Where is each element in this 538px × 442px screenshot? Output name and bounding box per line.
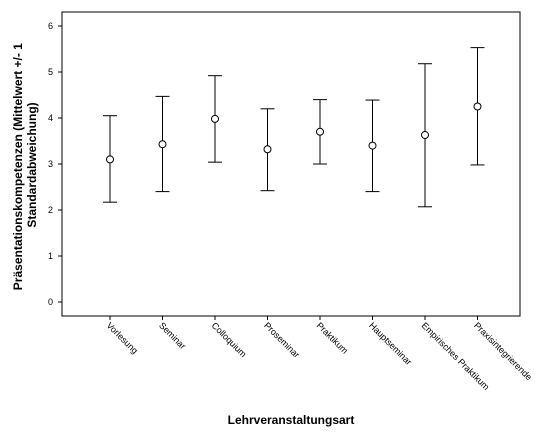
mean-marker — [263, 145, 272, 154]
error-bar — [418, 63, 432, 208]
mean-marker — [421, 131, 429, 140]
y-tick-label: 6 — [48, 21, 53, 31]
plot-frame — [61, 11, 521, 317]
error-bar — [155, 95, 170, 193]
y-tick-label: 2 — [48, 205, 53, 215]
y-tick-label: 5 — [48, 67, 53, 77]
error-bar — [470, 47, 485, 166]
x-tick-label: Hauptseminar — [367, 320, 414, 367]
x-axis-title: Lehrveranstaltungsart — [228, 413, 355, 427]
mean-marker — [106, 155, 114, 164]
error-bar — [208, 75, 222, 163]
x-tick-label: Praktikum — [315, 320, 350, 355]
y-tick-label: 0 — [48, 297, 53, 307]
error-bar — [103, 115, 117, 203]
y-tick-label: 3 — [48, 159, 53, 169]
x-tick-label: Colloquium — [210, 320, 249, 359]
y-axis-title: Präsentationskompetenzen (Mittelwert +/-… — [11, 40, 39, 290]
y-axis: 0 1 2 3 4 5 6 — [48, 21, 62, 307]
y-tick-label: 1 — [48, 251, 53, 261]
mean-marker — [211, 114, 219, 123]
mean-marker — [316, 127, 324, 136]
mean-marker — [368, 141, 377, 150]
x-tick-label: Proseminar — [262, 320, 302, 360]
x-tick-label: Praxisintegrierende — [472, 320, 534, 382]
x-tick-label: Seminar — [157, 320, 188, 351]
error-bars — [103, 47, 485, 208]
error-bar — [260, 108, 275, 192]
x-tick-label: Vorlesung — [105, 320, 140, 355]
x-axis: Vorlesung Seminar Colloquium Proseminar Prak… — [105, 316, 534, 392]
y-tick-label: 4 — [48, 113, 53, 123]
mean-marker — [473, 102, 482, 111]
error-bar — [313, 99, 327, 165]
mean-marker — [158, 140, 167, 149]
error-bar — [365, 99, 380, 193]
